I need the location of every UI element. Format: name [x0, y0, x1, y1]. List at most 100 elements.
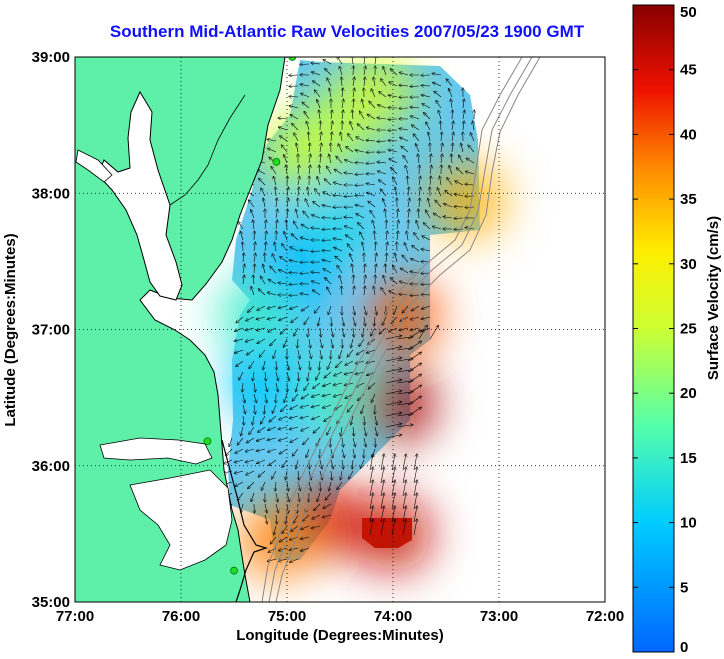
velocity-arrow [283, 338, 288, 347]
velocity-arrow [375, 305, 377, 315]
velocity-arrow [249, 360, 255, 369]
velocity-arrow [282, 244, 288, 252]
albemarle-sound [99, 437, 213, 465]
velocity-arrow [315, 189, 321, 197]
velocity-arrow [385, 413, 402, 417]
colorbar-tick-label: 50 [680, 4, 697, 21]
velocity-arrow [253, 371, 254, 381]
velocity-arrow [353, 77, 354, 87]
velocity-arrow [305, 199, 310, 208]
velocity-arrow [444, 204, 453, 208]
velocity-arrow [333, 218, 343, 219]
velocity-arrow [352, 437, 355, 447]
velocity-arrow [323, 192, 332, 197]
velocity-arrow [282, 459, 288, 467]
velocity-arrow [347, 244, 354, 252]
velocity-arrow [399, 72, 409, 76]
velocity-arrow [237, 437, 244, 445]
velocity-arrow [243, 253, 244, 263]
velocity-arrow [311, 228, 321, 229]
velocity-arrow [381, 288, 387, 296]
velocity-arrow [273, 349, 277, 359]
colorbar-tick-label: 15 [680, 450, 697, 467]
velocity-arrow [325, 69, 332, 76]
velocity-arrow [443, 217, 453, 218]
velocity-arrow [459, 155, 464, 164]
velocity-arrow [302, 102, 310, 109]
colorbar-tick-label: 40 [680, 126, 697, 143]
velocity-arrow [408, 187, 409, 197]
velocity-arrow [418, 209, 419, 219]
velocity-arrow [245, 448, 255, 452]
velocity-arrow [377, 141, 387, 142]
velocity-arrow [419, 176, 420, 186]
velocity-arrow [356, 349, 365, 355]
velocity-arrow [301, 426, 310, 431]
velocity-arrow [311, 272, 321, 273]
velocity-arrow [298, 349, 300, 359]
velocity-arrow [296, 459, 299, 469]
velocity-arrow [306, 121, 310, 131]
velocity-arrow [344, 382, 354, 385]
velocity-arrow [254, 382, 255, 392]
velocity-arrow [235, 481, 244, 486]
velocity-arrow [402, 480, 406, 497]
velocity-arrow [251, 287, 255, 296]
velocity-arrow [366, 183, 376, 185]
velocity-arrow [363, 305, 366, 315]
velocity-arrow [447, 178, 453, 186]
velocity-arrow [254, 253, 255, 263]
velocity-arrow [300, 404, 310, 408]
velocity-arrow [319, 165, 320, 175]
x-tick-label: 75:00 [268, 608, 306, 625]
velocity-arrow [309, 154, 311, 164]
potomac-river [75, 149, 113, 183]
velocity-arrow [248, 481, 255, 489]
velocity-arrow [375, 57, 376, 65]
velocity-arrow [313, 382, 321, 388]
velocity-arrow [284, 155, 288, 164]
velocity-arrow [422, 327, 431, 331]
radar-station [230, 566, 238, 575]
velocity-arrow [407, 407, 421, 417]
velocity-arrow [289, 96, 299, 97]
velocity-arrow [298, 176, 300, 186]
velocity-arrow [362, 242, 364, 252]
velocity-arrow [408, 209, 409, 219]
velocity-arrow [264, 382, 267, 392]
velocity-arrow [338, 144, 343, 153]
velocity-arrow [441, 143, 442, 153]
velocity-arrow [303, 437, 310, 445]
velocity-arrows [223, 57, 475, 562]
velocity-arrow [226, 448, 233, 455]
velocity-arrow [356, 214, 365, 219]
velocity-arrow [379, 327, 387, 334]
velocity-arrow [418, 325, 427, 340]
velocity-arrow [385, 369, 402, 373]
velocity-arrow [407, 385, 421, 395]
velocity-arrow [364, 264, 365, 274]
outer-banks [221, 439, 268, 602]
velocity-arrow [323, 269, 332, 274]
velocity-arrow [272, 470, 277, 479]
velocity-arrow [465, 184, 475, 185]
velocity-arrow [312, 415, 321, 419]
velocity-arrow [470, 133, 475, 142]
velocity-arrow [371, 393, 376, 402]
colorbar-tick-label: 5 [680, 579, 688, 596]
velocity-arrow [399, 85, 409, 86]
velocity-arrow [350, 122, 354, 131]
velocity-arrow [351, 338, 354, 348]
velocity-arrow [272, 404, 277, 413]
x-tick-label: 74:00 [374, 608, 412, 625]
velocity-arrow [331, 338, 333, 348]
velocity-arrow [280, 327, 288, 334]
velocity-arrow [279, 448, 288, 454]
velocity-arrow [452, 121, 453, 131]
velocity-arrow [265, 242, 266, 252]
velocity-arrow [342, 88, 343, 98]
velocity-arrow [243, 393, 245, 403]
speed-region [360, 366, 437, 443]
velocity-arrow [370, 211, 376, 219]
